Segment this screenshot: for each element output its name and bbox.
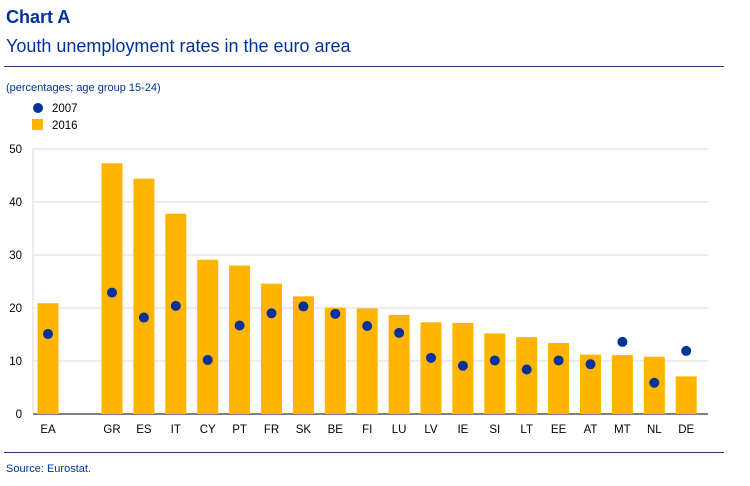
x-tick-label: EA [40,424,56,436]
bar-2016-fi [356,308,378,414]
y-tick-label: 50 [9,144,22,156]
dots-2007 [43,287,692,388]
bar-2016-cy [197,259,219,414]
y-tick-label: 20 [9,303,22,315]
bar-2016-ea [37,303,59,414]
bar-2016-it [165,213,187,414]
dot-2007-gr [107,287,117,298]
dot-2007-cy [202,354,213,365]
chart-label: Chart A [6,7,71,27]
dot-2007-mt [617,336,628,347]
x-tick-label: LV [424,424,438,436]
x-tick-label: NL [647,424,662,436]
x-tick-label: LT [520,424,533,436]
x-tick-label: IT [171,424,181,436]
bar-2016-mt [611,355,633,414]
bar-2016-sk [292,296,314,414]
dot-2007-pt [234,320,245,331]
source-note: Source: Eurostat. [6,463,91,475]
dot-2007-fr [266,308,277,319]
y-tick-label: 30 [9,250,22,262]
x-tick-label: BE [328,424,344,436]
x-tick-label: FR [264,424,279,436]
chart-title: Youth unemployment rates in the euro are… [6,36,351,56]
x-tick-label: SK [296,424,312,436]
dot-2007-lt [521,364,532,375]
dot-2007-fi [362,321,373,332]
bar-2016-pt [229,265,251,414]
y-tick-label: 0 [16,409,22,421]
x-tick-label: AT [584,424,598,436]
dot-2007-de [681,345,692,356]
x-tick-label: DE [678,424,694,436]
bottom-divider [4,452,724,453]
x-tick-label: ES [136,424,152,436]
bar-2016-fr [261,283,282,414]
dot-2007-ea [43,328,53,339]
dot-2007-be [330,308,341,319]
legend-label-2016: 2016 [52,120,78,132]
bar-2016-ee [548,342,570,414]
bar-2016-es [133,178,155,414]
dot-2007-ee [553,355,564,366]
bar-2016-lv [420,322,442,414]
dot-2007-lv [426,352,436,363]
x-tick-label: MT [614,424,631,436]
x-tick-label: PT [232,424,247,436]
y-tick-label: 10 [9,356,22,368]
dot-2007-ie [457,360,468,371]
bar-2016-si [484,333,506,414]
legend-bar-swatch [32,119,43,130]
x-tick-label: GR [103,424,120,436]
bars-2016 [37,163,697,414]
x-tick-label: IE [457,424,468,436]
dot-2007-si [489,355,500,366]
dot-2007-it [170,300,181,311]
bar-2016-at [580,354,601,414]
dot-2007-at [585,359,596,370]
legend-label-2007: 2007 [52,103,78,115]
dot-2007-sk [298,301,309,312]
chart-subtitle: (percentages; age group 15-24) [6,82,161,94]
bar-2016-lu [388,314,410,414]
y-axis: 0 10 20 30 40 50 [9,144,22,421]
bar-2016-de [675,376,697,414]
x-axis: EA GR ES IT CY PT FR SK BE FI LU LV IE SI LT EE AT MT NL DE [40,424,694,436]
dot-2007-nl [649,377,660,388]
x-tick-label: LU [392,424,407,436]
bar-2016-lt [516,337,538,414]
dot-2007-es [138,312,149,323]
dot-2007-lu [394,327,405,338]
x-tick-label: EE [551,424,567,436]
legend-dot-swatch [33,103,43,113]
y-tick-label: 40 [9,197,22,209]
bar-2016-be [324,307,346,414]
x-tick-label: FI [362,424,372,436]
legend: 2007 2016 [32,103,78,132]
x-tick-label: CY [200,424,216,436]
top-divider [4,66,724,67]
x-tick-label: SI [489,424,500,436]
